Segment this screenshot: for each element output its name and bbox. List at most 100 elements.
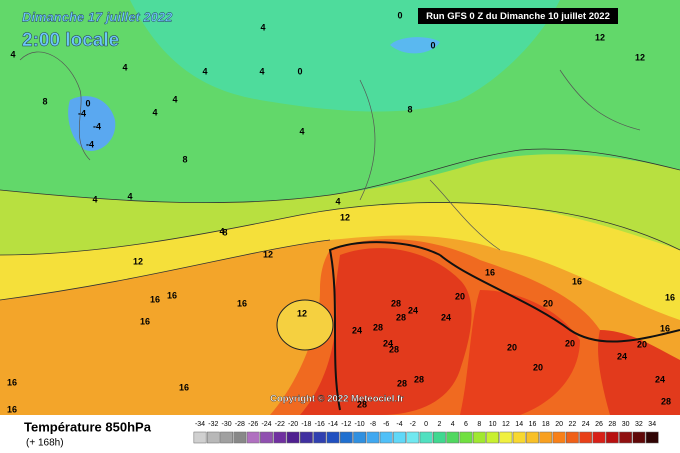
scale-label: 34 <box>648 421 656 428</box>
scale-label: -8 <box>370 421 376 428</box>
isotherm <box>0 148 680 204</box>
contour-label: 0 <box>85 98 90 108</box>
contour-label: 4 <box>92 194 97 204</box>
contour-label: 24 <box>383 338 393 348</box>
contour-label: 24 <box>441 312 451 322</box>
scale-label: -18 <box>301 421 311 428</box>
scale-label: 28 <box>608 421 616 428</box>
isotherm <box>328 241 441 411</box>
scale-swatch <box>605 431 619 444</box>
contour-label: 4 <box>127 191 132 201</box>
contour-label: 20 <box>507 342 517 352</box>
zone-cyan <box>130 0 560 112</box>
run-box <box>418 8 618 24</box>
contour-label: 12 <box>595 32 605 42</box>
contour-label: 24 <box>352 325 362 335</box>
contour-label: 16 <box>7 377 17 387</box>
scale-swatch <box>339 431 353 444</box>
scale-swatch <box>286 431 300 444</box>
contour-label: 24 <box>408 305 418 315</box>
zone-red <box>598 330 680 415</box>
contour-label: 0 <box>397 10 402 20</box>
scale-label: -10 <box>355 421 365 428</box>
scale-label: 4 <box>451 421 455 428</box>
contour-label: 28 <box>396 312 406 322</box>
contour-label: 16 <box>167 290 177 300</box>
contour-label: 28 <box>397 378 407 388</box>
contour-label: 4 <box>122 62 127 72</box>
contour-label: 16 <box>179 382 189 392</box>
scale-label: -20 <box>288 421 298 428</box>
scale-swatch <box>366 431 380 444</box>
footer-title: Température 850hPa <box>24 419 152 434</box>
contour-label: 16 <box>7 404 17 414</box>
scale-swatch <box>220 431 233 444</box>
scale-label: -24 <box>261 421 271 428</box>
contour-label: 24 <box>655 374 665 384</box>
contour-label: 24 <box>617 351 627 361</box>
scale-label: -30 <box>222 421 232 428</box>
zone-red <box>460 290 580 415</box>
contour-label: 4 <box>299 126 304 136</box>
scale-swatch <box>193 431 207 444</box>
scale-swatch <box>419 431 433 444</box>
contour-label: -4 <box>86 139 94 149</box>
contour-label: 8 <box>407 104 412 114</box>
scale-label: -2 <box>410 421 416 428</box>
contour-label: 4 <box>10 49 15 59</box>
scale-label: -12 <box>341 421 351 428</box>
contour-label: 20 <box>637 339 647 349</box>
contour-label: 8 <box>182 154 187 164</box>
scale-label: -26 <box>248 421 258 428</box>
scale-label: 16 <box>529 421 537 428</box>
scale-label: 0 <box>424 421 428 428</box>
scale-swatch <box>579 431 593 444</box>
contour-label: -4 <box>78 108 86 118</box>
contour-label: 4 <box>335 196 340 206</box>
scale-label: -14 <box>328 421 338 428</box>
zone-cold <box>390 37 440 54</box>
isotherm <box>439 254 680 343</box>
contour-label: 4 <box>259 66 264 76</box>
contour-label: 12 <box>340 212 350 222</box>
scale-label: -6 <box>383 421 389 428</box>
contour-label: 16 <box>665 292 675 302</box>
contour-label: 4 <box>260 22 265 32</box>
scale-swatch <box>472 431 486 444</box>
scale-label: 18 <box>542 421 550 428</box>
scale-label: -16 <box>315 421 325 428</box>
scale-label: 26 <box>595 421 603 428</box>
contour-label: 0 <box>297 66 302 76</box>
contour-label: 4 <box>219 226 224 236</box>
contour-label: 8 <box>222 227 227 237</box>
contour-label: 28 <box>389 344 399 354</box>
scale-swatch <box>379 431 393 444</box>
scale-label: 32 <box>635 421 643 428</box>
contour-label: 0 <box>430 40 435 50</box>
scale-label: -22 <box>275 421 285 428</box>
contour-label: 8 <box>42 96 47 106</box>
isotherm <box>0 202 680 256</box>
coastline <box>19 51 641 251</box>
contour-label: 16 <box>140 316 150 326</box>
scale-label: 22 <box>569 421 577 428</box>
scale-swatch <box>459 431 473 444</box>
scale-swatch <box>526 431 539 444</box>
contour-label: 20 <box>565 338 575 348</box>
run-info: Run GFS 0 Z du Dimanche 10 juillet 2022 <box>426 11 610 22</box>
scale-label: -4 <box>396 421 402 428</box>
scale-label: 30 <box>622 421 630 428</box>
contour-label: 20 <box>543 298 553 308</box>
contour-label: 28 <box>414 374 424 384</box>
scale-label: 14 <box>515 421 523 428</box>
scale-swatch <box>592 431 606 444</box>
scale-swatch <box>233 431 247 444</box>
scale-swatch <box>326 431 340 444</box>
scale-swatch <box>273 431 287 444</box>
scale-label: 2 <box>437 421 441 428</box>
scale-label: 24 <box>582 421 590 428</box>
scale-label: 12 <box>502 421 510 428</box>
contour-label: -4 <box>93 121 101 131</box>
contour-label: 4 <box>172 94 177 104</box>
scale-swatch <box>406 431 420 444</box>
